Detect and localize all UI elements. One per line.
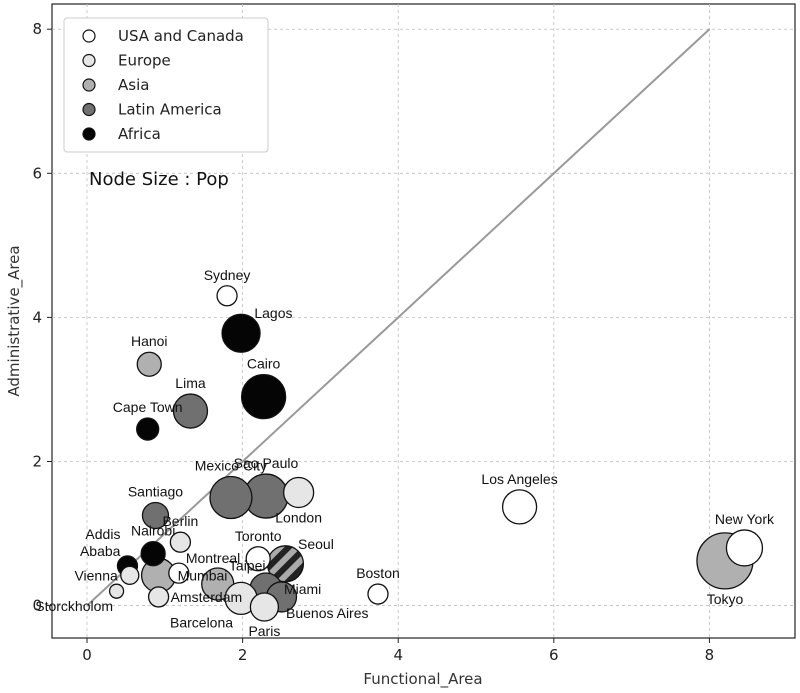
city-marker [249,592,280,622]
city-marker [245,546,271,572]
reference-line-group [86,28,711,607]
legend-label: Africa [118,125,161,143]
city-label: Tokyo [707,591,744,607]
city-label: Los Angeles [481,471,557,487]
y-tick-label: 2 [32,452,42,470]
city-marker [136,351,162,377]
city-marker [140,541,166,567]
city-label: New York [715,511,775,527]
city-label: Santiago [128,484,183,500]
y-tick-label: 0 [32,597,42,615]
data-points [108,285,764,622]
city-marker [282,476,315,509]
y-tick-label: 4 [32,308,42,326]
city-label: Addis Ababa [80,526,121,559]
city-marker [141,501,170,530]
city-marker [725,529,764,567]
node-size-note: Node Size : Pop [89,169,229,190]
city-marker [108,583,125,599]
city-marker [221,313,261,353]
city-marker [168,562,190,584]
legend-label: Asia [118,76,149,94]
city-marker [172,393,209,429]
city-marker [136,417,160,441]
legend-box [63,17,269,153]
city-label: Nairobi [131,523,175,539]
point-labels: Sydney Lagos Hanoi Cairo Lima Cape Town Mexico… [35,267,775,639]
legend-label: Latin America [118,101,222,119]
legend-label: USA and Canada [118,27,244,45]
legend-label: Europe [118,52,171,70]
city-label: Boston [356,565,400,581]
legend-marker [82,102,96,117]
legend-items: USA and Canada Europe Asia Latin America Afr… [82,27,244,143]
reference-line [86,28,711,607]
city-label-line: Addis [85,526,120,542]
city-label: Seoul [298,536,334,552]
city-marker [240,373,287,420]
city-label-line: Ababa [80,543,121,559]
city-label: Sydney [204,267,251,283]
city-label: Berlin [162,513,198,529]
city-marker [147,586,170,608]
city-label: Lima [175,375,206,391]
x-tick-label: 8 [705,646,715,664]
city-label: Lagos [254,305,292,321]
city-label: Mumbai [178,567,228,583]
x-tick-label: 6 [549,646,559,664]
city-marker [169,531,192,553]
city-label: Hanoi [131,333,168,349]
legend-marker [82,127,96,141]
city-label: Sao Paulo [234,455,299,471]
city-label: Barcelona [170,614,233,630]
city-label: Miami [284,581,321,597]
city-label: Mexico City [195,458,267,474]
y-tick-label: 6 [32,164,42,182]
y-axis-label: Administrative_Area [5,245,24,396]
city-label: Taipei [229,557,266,573]
legend-marker [82,53,96,68]
city-label: Cape Town [113,399,183,415]
axis-ticks: 0 2 4 6 8 0 2 4 6 8 [32,20,714,664]
city-marker [209,475,253,520]
legend-marker [82,29,96,43]
city-label: Vienna [74,567,118,583]
city-label: Toronto [235,528,282,544]
x-tick-label: 0 [82,646,92,664]
city-marker [216,285,238,307]
x-tick-label: 2 [238,646,248,664]
city-marker [120,565,140,585]
legend: USA and Canada Europe Asia Latin America Afr… [63,17,269,153]
city-label: Buenos Aires [286,605,369,621]
city-label: London [275,509,322,525]
x-tick-label: 4 [393,646,403,664]
city-marker [501,489,538,525]
y-tick-label: 8 [32,20,42,38]
city-label: Amsterdam [171,589,243,605]
city-label: Storckholom [35,598,113,614]
city-marker [367,583,389,605]
city-label: Cairo [247,356,281,372]
legend-marker [82,78,96,92]
city-label: Paris [248,623,280,639]
grid-lines [52,4,795,638]
x-axis-label: Functional_Area [363,670,482,689]
city-label: Montreal [186,550,240,566]
